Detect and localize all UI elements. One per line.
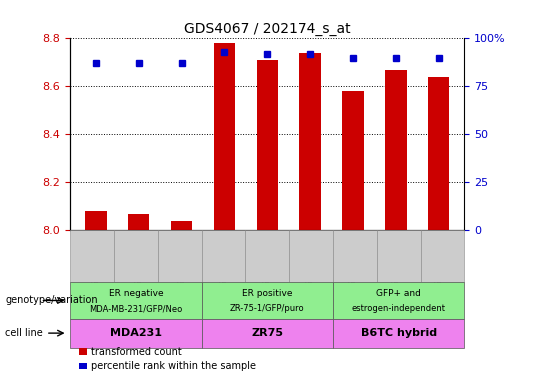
Bar xyxy=(385,70,407,230)
Bar xyxy=(342,91,364,230)
Text: ZR75: ZR75 xyxy=(251,328,284,338)
Text: genotype/variation: genotype/variation xyxy=(5,295,98,306)
Bar xyxy=(300,53,321,230)
Text: ER positive: ER positive xyxy=(242,290,293,298)
Bar xyxy=(428,77,449,230)
Text: B6TC hybrid: B6TC hybrid xyxy=(361,328,437,338)
Bar xyxy=(128,214,150,230)
Text: cell line: cell line xyxy=(5,328,43,338)
Text: ZR-75-1/GFP/puro: ZR-75-1/GFP/puro xyxy=(230,304,305,313)
Bar xyxy=(214,43,235,230)
Text: estrogen-independent: estrogen-independent xyxy=(352,304,446,313)
Text: MDA231: MDA231 xyxy=(110,328,162,338)
Text: GFP+ and: GFP+ and xyxy=(376,290,421,298)
Bar xyxy=(85,211,106,230)
Text: MDA-MB-231/GFP/Neo: MDA-MB-231/GFP/Neo xyxy=(89,304,183,313)
Legend: transformed count, percentile rank within the sample: transformed count, percentile rank withi… xyxy=(75,343,260,375)
Bar xyxy=(171,221,192,230)
Bar xyxy=(256,60,278,230)
Text: ER negative: ER negative xyxy=(109,290,163,298)
Title: GDS4067 / 202174_s_at: GDS4067 / 202174_s_at xyxy=(184,22,350,36)
